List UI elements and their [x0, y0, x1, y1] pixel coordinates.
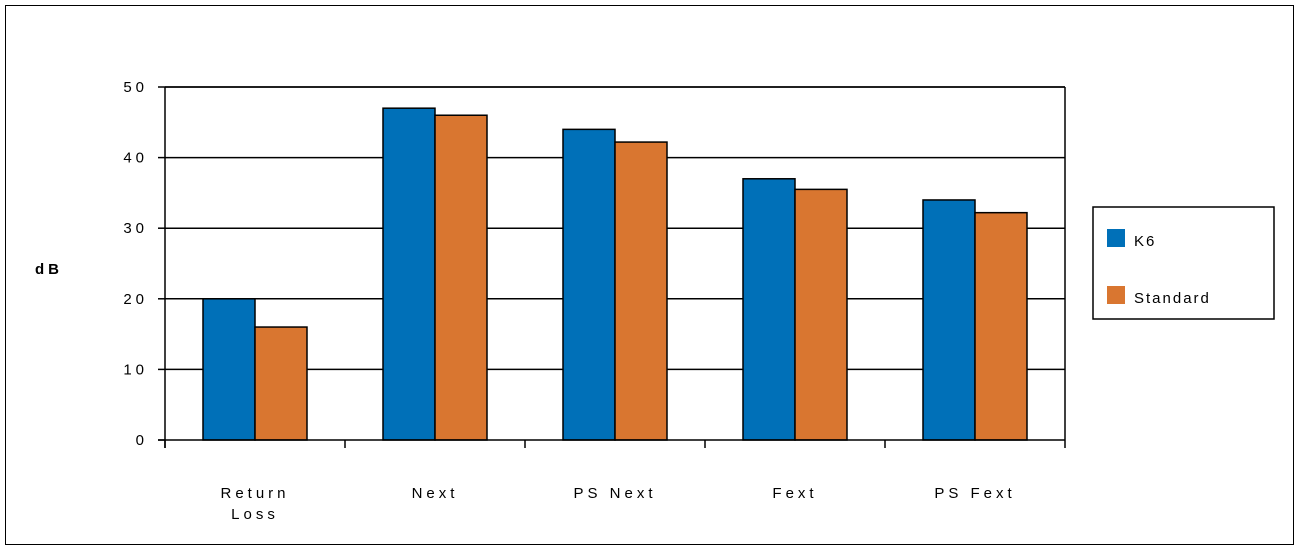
x-tick-label: Return: [220, 485, 289, 502]
bar-standard: [794, 188, 848, 441]
y-tick-label: 30: [123, 220, 148, 237]
legend-swatch-k6: [1107, 229, 1125, 247]
y-tick-label: 20: [123, 291, 148, 308]
bar-standard: [254, 326, 308, 441]
bar-k6: [382, 107, 436, 441]
bars: [202, 107, 1028, 441]
x-tick-label: Loss: [231, 506, 279, 523]
bar-standard: [614, 141, 668, 441]
y-axis-label: dB: [35, 261, 63, 278]
bar-k6: [202, 298, 256, 441]
chart-frame: [5, 5, 1294, 545]
y-tick-label: 10: [123, 361, 148, 378]
y-tick-label: 0: [136, 432, 148, 449]
axes: [158, 86, 1066, 448]
legend-label-k6: K6: [1134, 233, 1156, 250]
x-tick-labels: Return Loss Next PS Next Fext PS Fext: [220, 485, 1015, 523]
y-tick-label: 40: [123, 150, 148, 167]
bar-k6: [562, 128, 616, 441]
x-tick-label: Next: [412, 485, 459, 502]
x-tick-label: PS Next: [573, 485, 656, 502]
legend-swatch-standard: [1107, 286, 1125, 304]
x-tick-label: PS Fext: [934, 485, 1015, 502]
y-tick-labels: 0 10 20 30 40 50: [123, 79, 148, 449]
bar-standard: [974, 211, 1028, 441]
x-tick-label: Fext: [772, 485, 817, 502]
bar-k6: [922, 199, 976, 441]
bar-k6: [742, 178, 796, 441]
legend: K6 Standard: [1092, 206, 1275, 320]
legend-label-standard: Standard: [1134, 290, 1211, 307]
bar-standard: [434, 114, 488, 441]
y-tick-label: 50: [123, 79, 148, 96]
